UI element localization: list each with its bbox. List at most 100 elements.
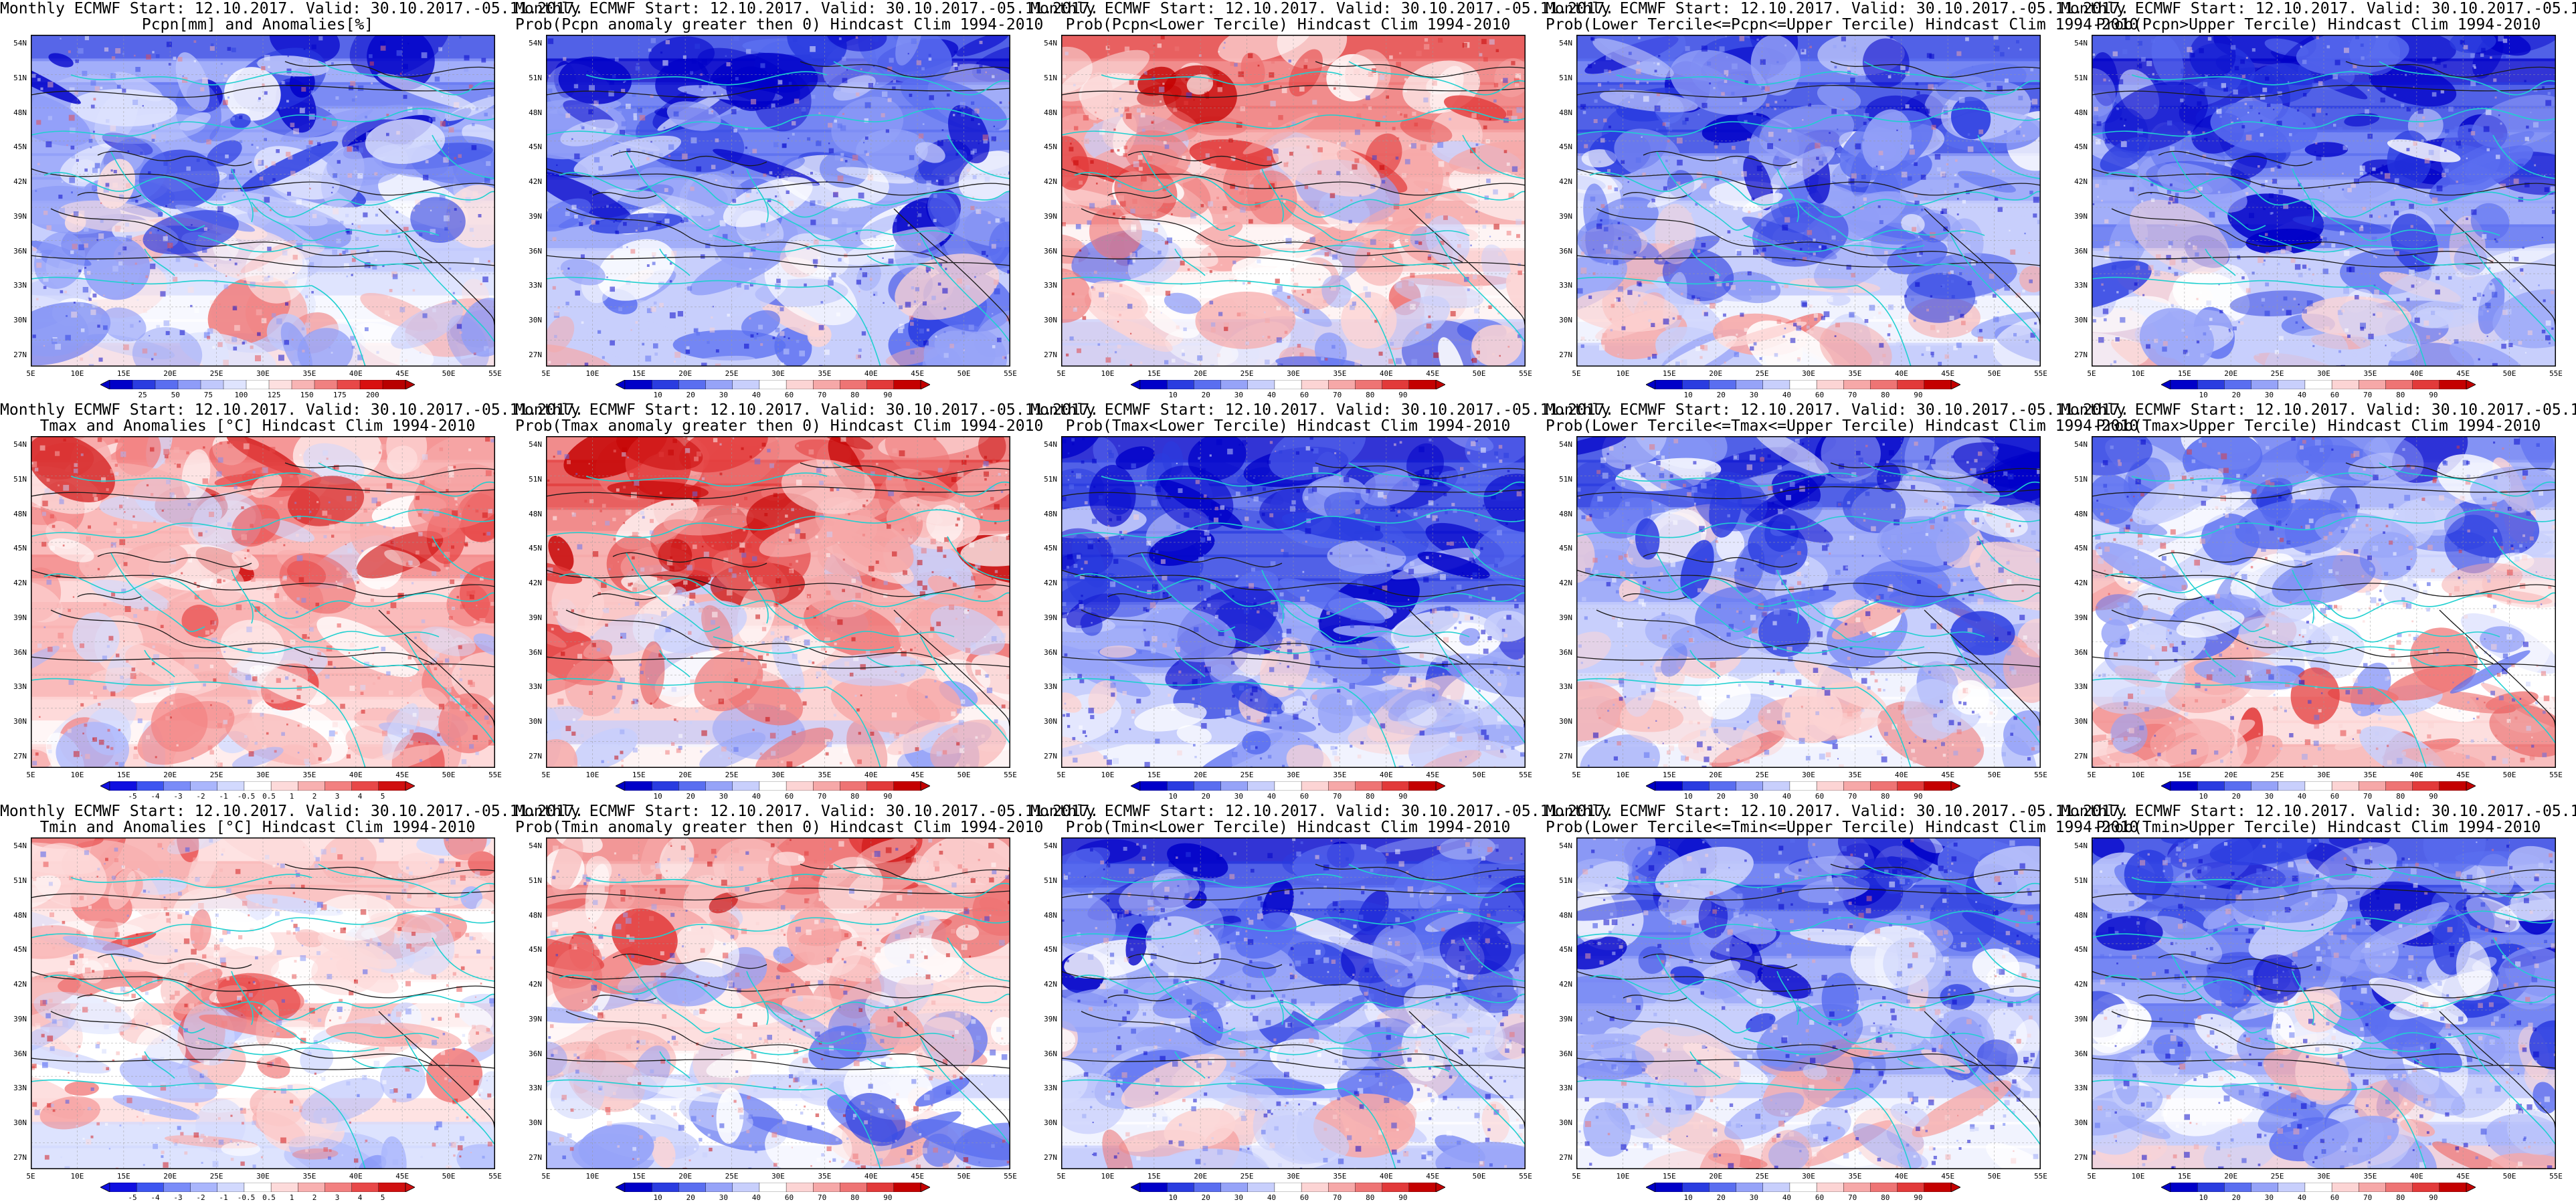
field-speckle bbox=[1600, 138, 1605, 143]
field-speckle bbox=[1208, 77, 1213, 82]
colorbar-tick-label: 4 bbox=[357, 792, 363, 801]
field-speckle bbox=[1498, 252, 1502, 256]
contour-line bbox=[1576, 255, 2041, 268]
lon-tick-label: 15E bbox=[116, 369, 130, 378]
field-speckle bbox=[454, 497, 458, 500]
field-speckle bbox=[153, 123, 159, 128]
colorbar-segment bbox=[1762, 380, 1790, 389]
colorbar-tick-label: 150 bbox=[300, 391, 314, 399]
field-speckle bbox=[2443, 64, 2447, 68]
field-speckle bbox=[1484, 195, 1489, 200]
field-speckle bbox=[152, 51, 155, 54]
field-patch bbox=[211, 569, 245, 604]
field-speckle bbox=[2373, 284, 2376, 287]
field-speckle bbox=[1697, 249, 1701, 253]
field-speckle bbox=[120, 229, 123, 233]
field-speckle bbox=[934, 680, 937, 683]
contour-line bbox=[1576, 85, 2041, 98]
colorbar-segment bbox=[1681, 380, 1710, 389]
field-speckle bbox=[444, 227, 448, 231]
field-speckle bbox=[282, 250, 288, 256]
field-speckle bbox=[590, 635, 593, 639]
field-speckle bbox=[981, 513, 983, 516]
field-speckle bbox=[2482, 234, 2487, 239]
field-speckle bbox=[93, 130, 95, 133]
field-speckle bbox=[351, 569, 358, 575]
field-speckle bbox=[922, 301, 927, 306]
field-speckle bbox=[921, 67, 925, 71]
field-patch bbox=[546, 738, 578, 768]
field-speckle bbox=[1918, 236, 1920, 238]
field-speckle bbox=[231, 47, 236, 53]
field-speckle bbox=[840, 158, 844, 161]
field-speckle bbox=[1489, 39, 1495, 45]
field-speckle bbox=[846, 163, 850, 168]
field-speckle bbox=[1160, 312, 1162, 314]
field-speckle bbox=[181, 572, 183, 575]
field-speckle bbox=[995, 128, 1000, 132]
field-speckle bbox=[452, 300, 457, 305]
field-speckle bbox=[458, 518, 462, 521]
field-patch bbox=[1277, 35, 1348, 69]
field-speckle bbox=[1651, 322, 1655, 327]
country-border bbox=[1261, 168, 1284, 223]
lon-tick-label: 35E bbox=[1333, 369, 1347, 378]
field-speckle bbox=[1424, 325, 1426, 327]
field-patch bbox=[1400, 118, 1453, 143]
field-speckle bbox=[135, 67, 141, 72]
field-speckle bbox=[343, 263, 349, 269]
field-speckle bbox=[1617, 353, 1619, 356]
country-border bbox=[351, 656, 420, 671]
field-speckle bbox=[614, 57, 619, 62]
field-speckle bbox=[380, 587, 385, 591]
field-speckle bbox=[210, 620, 215, 625]
field-speckle bbox=[830, 488, 834, 492]
field-speckle bbox=[2478, 358, 2480, 361]
field-speckle bbox=[1784, 44, 1787, 47]
field-speckle bbox=[2267, 199, 2270, 201]
field-speckle bbox=[1517, 334, 1522, 338]
field-speckle bbox=[1714, 274, 1720, 279]
field-speckle bbox=[1603, 118, 1607, 122]
field-speckle bbox=[475, 751, 479, 755]
field-speckle bbox=[1515, 82, 1520, 87]
field-speckle bbox=[2410, 225, 2413, 228]
field-speckle bbox=[2325, 113, 2328, 116]
field-patch bbox=[551, 573, 604, 633]
field-speckle bbox=[118, 252, 121, 256]
field-speckle bbox=[1733, 205, 1738, 211]
field-speckle bbox=[87, 339, 91, 344]
field-speckle bbox=[919, 591, 925, 597]
field-speckle bbox=[1362, 104, 1367, 108]
field-speckle bbox=[205, 630, 210, 635]
field-speckle bbox=[765, 268, 767, 271]
field-speckle bbox=[1516, 107, 1522, 113]
field-speckle bbox=[1220, 264, 1222, 266]
field-patch bbox=[1272, 290, 1332, 327]
field-speckle bbox=[1132, 199, 1137, 204]
field-patch bbox=[1722, 271, 1781, 304]
field-speckle bbox=[676, 720, 678, 722]
field-speckle bbox=[170, 701, 173, 705]
field-speckle bbox=[2245, 134, 2252, 140]
field-speckle bbox=[2205, 74, 2208, 78]
field-speckle bbox=[111, 592, 116, 597]
field-speckle bbox=[1348, 219, 1352, 224]
field-speckle bbox=[2244, 102, 2247, 106]
field-speckle bbox=[385, 229, 389, 233]
field-speckle bbox=[80, 755, 82, 757]
field-speckle bbox=[799, 350, 805, 357]
field-speckle bbox=[1470, 244, 1472, 247]
field-speckle bbox=[1677, 315, 1682, 320]
field-speckle bbox=[640, 510, 644, 515]
field-speckle bbox=[1388, 359, 1394, 364]
field-speckle bbox=[612, 517, 616, 522]
field-speckle bbox=[1936, 167, 1941, 172]
field-speckle bbox=[98, 357, 103, 362]
field-speckle bbox=[925, 696, 928, 698]
field-speckle bbox=[864, 102, 871, 108]
field-speckle bbox=[1594, 99, 1598, 103]
field-speckle bbox=[938, 179, 944, 185]
field-speckle bbox=[320, 744, 323, 746]
field-patch bbox=[1061, 136, 1089, 191]
